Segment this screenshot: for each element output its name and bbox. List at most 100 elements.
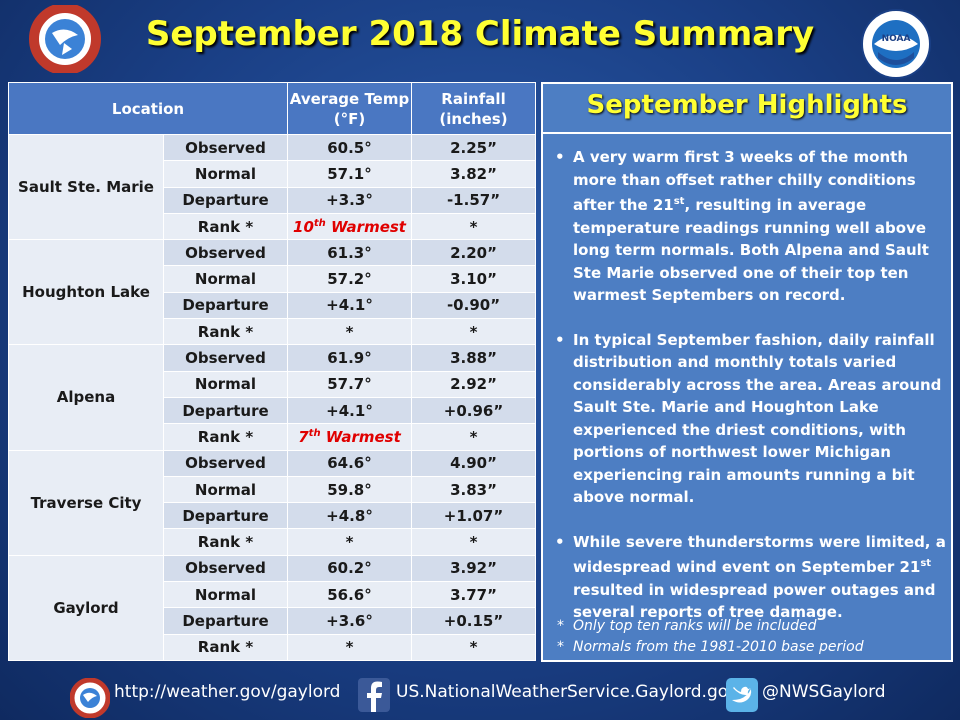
svg-text:NOAA: NOAA (882, 34, 911, 44)
metric-label-cell: Normal (163, 265, 288, 293)
table-row: Sault Ste. Marie Observed 60.5° 2.25” (8, 133, 536, 241)
location-cell: Traverse City (8, 449, 164, 556)
temp-cell: * (287, 528, 412, 556)
temp-cell: 60.2° (287, 554, 412, 583)
facebook-link[interactable]: US.NationalWeatherService.Gaylord.gov (396, 682, 739, 702)
temp-cell: 7th Warmest (287, 423, 412, 451)
nws-small-logo-icon (69, 677, 111, 720)
climate-table: Location Average Temp (°F) Rainfall (inc… (8, 82, 536, 661)
highlights-title: September Highlights (586, 90, 908, 120)
rain-cell: 3.92” (411, 554, 536, 583)
metric-label-cell: Departure (163, 607, 288, 635)
rain-cell: 3.83” (411, 475, 536, 504)
metric-label-cell: Rank * (163, 423, 288, 451)
metric-label-cell: Departure (163, 186, 288, 214)
temp-cell: 60.5° (287, 133, 412, 162)
footnote: * Only top ten ranks will be included (557, 618, 817, 634)
rain-cell: * (411, 633, 536, 661)
table-row: Normal 57.2° 3.10” (9, 265, 536, 293)
climate-table-container: Location Average Temp (°F) Rainfall (inc… (8, 82, 536, 662)
footnote: * Normals from the 1981-2010 base period (557, 639, 864, 655)
table-row: Departure +3.3° -1.57” (9, 186, 536, 214)
temp-cell: * (287, 633, 412, 661)
noaa-logo: NOAA (860, 8, 932, 80)
temp-cell: 57.2° (287, 265, 412, 293)
rank-value: 10th Warmest (293, 217, 406, 236)
temp-cell: 56.6° (287, 581, 412, 609)
nws-logo (24, 3, 106, 75)
temp-cell: 57.7° (287, 370, 412, 398)
location-cell: Alpena (8, 344, 164, 451)
table-row: Rank * * * (9, 633, 536, 661)
rain-cell: 2.20” (411, 239, 536, 267)
table-row: Normal 57.7° 2.92” (9, 370, 536, 398)
footer: http://weather.gov/gaylord US.NationalWe… (0, 672, 960, 720)
table-row: Rank * * * (9, 318, 536, 346)
page-title: September 2018 Climate Summary (145, 14, 815, 54)
metric-label-cell: Rank * (163, 528, 288, 556)
rain-cell: 3.10” (411, 265, 536, 293)
highlights-divider (543, 132, 951, 134)
rain-cell: -0.90” (411, 291, 536, 320)
table-row: Normal 57.1° 3.82” (9, 160, 536, 188)
temp-cell: +3.6° (287, 607, 412, 635)
metric-label-cell: Observed (163, 133, 288, 162)
metric-label-cell: Normal (163, 160, 288, 188)
rain-cell: 2.25” (411, 133, 536, 162)
highlight-bullet: A very warm first 3 weeks of the month m… (555, 146, 947, 307)
temp-cell: +4.8° (287, 502, 412, 530)
table-row: Departure +4.8° +1.07” (9, 502, 536, 530)
rain-cell: 3.88” (411, 344, 536, 372)
rain-cell: +0.96” (411, 396, 536, 425)
metric-label-cell: Rank * (163, 212, 288, 241)
metric-label-cell: Observed (163, 239, 288, 267)
rain-cell: * (411, 212, 536, 241)
metric-label-cell: Observed (163, 449, 288, 477)
metric-label-cell: Rank * (163, 633, 288, 661)
location-cell: Houghton Lake (8, 239, 164, 346)
highlights-list: A very warm first 3 weeks of the month m… (555, 146, 947, 646)
table-row: Rank * * * (9, 528, 536, 556)
location-cell: Sault Ste. Marie (8, 133, 164, 241)
table-row: Normal 56.6° 3.77” (9, 581, 536, 609)
temp-cell: * (287, 318, 412, 346)
metric-label-cell: Departure (163, 291, 288, 320)
table-row: Alpena Observed 61.9° 3.88” (8, 344, 536, 451)
rain-cell: 4.90” (411, 449, 536, 477)
table-row: Gaylord Observed 60.2° 3.92” (8, 554, 536, 661)
twitter-icon (726, 678, 758, 716)
temp-cell: 59.8° (287, 475, 412, 504)
rain-cell: 3.77” (411, 581, 536, 609)
footnotes: * Only top ten ranks will be included * No… (555, 616, 947, 658)
rain-cell: 2.92” (411, 370, 536, 398)
rain-cell: * (411, 528, 536, 556)
table-row: Rank * 7th Warmest * (9, 423, 536, 451)
highlights-panel: September Highlights A very warm first 3… (541, 82, 953, 662)
rain-cell: * (411, 318, 536, 346)
metric-label-cell: Normal (163, 475, 288, 504)
temp-cell: 64.6° (287, 449, 412, 477)
rain-cell: +1.07” (411, 502, 536, 530)
temp-cell: 10th Warmest (287, 212, 412, 241)
header-avg-temp: Average Temp (°F) (287, 82, 412, 135)
header-location: Location (8, 82, 288, 135)
website-link[interactable]: http://weather.gov/gaylord (114, 682, 341, 702)
metric-label-cell: Rank * (163, 318, 288, 346)
table-row: Departure +3.6° +0.15” (9, 607, 536, 635)
rain-cell: -1.57” (411, 186, 536, 214)
metric-label-cell: Normal (163, 581, 288, 609)
highlight-bullet: In typical September fashion, daily rain… (555, 329, 947, 509)
temp-cell: 61.9° (287, 344, 412, 372)
temp-cell: +4.1° (287, 396, 412, 425)
highlight-bullet: While severe thunderstorms were limited,… (555, 531, 947, 624)
table-row: Normal 59.8° 3.83” (9, 475, 536, 504)
rain-cell: +0.15” (411, 607, 536, 635)
table-row: Rank * 10th Warmest * (9, 212, 536, 241)
twitter-link[interactable]: @NWSGaylord (762, 682, 886, 702)
metric-label-cell: Observed (163, 554, 288, 583)
rank-value: 7th Warmest (298, 427, 401, 446)
header-rainfall: Rainfall (inches) (411, 82, 536, 135)
table-row: Traverse City Observed 64.6° 4.90” (8, 449, 536, 556)
location-cell: Gaylord (8, 554, 164, 661)
metric-label-cell: Departure (163, 502, 288, 530)
